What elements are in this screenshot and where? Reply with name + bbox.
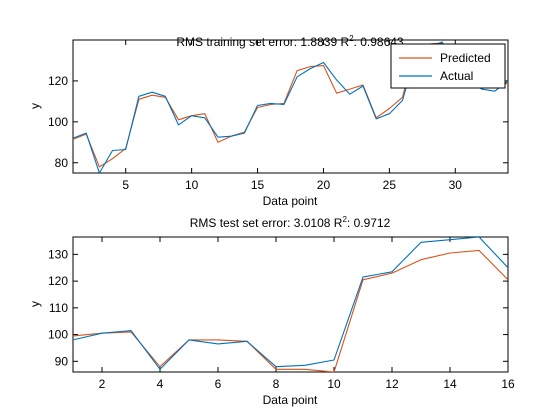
test-x-tick-label: 10: [327, 377, 341, 391]
legend-predicted-label: Predicted: [440, 51, 491, 65]
test-axes-box: [72, 236, 509, 373]
training-x-tick-label: 15: [251, 178, 265, 192]
test-actual-line: [73, 237, 508, 370]
test-x-tick-label: 12: [385, 377, 399, 391]
training-x-tick-label: 10: [185, 178, 199, 192]
test-y-tick-label: 120: [48, 274, 68, 288]
test-x-tick-label: 4: [157, 377, 164, 391]
test-x-tick-label: 2: [99, 377, 106, 391]
training-y-tick-label: 80: [55, 156, 69, 170]
training-title: RMS training set error: 1.8839 R2: 0.986…: [176, 34, 404, 49]
test-title: RMS test set error: 3.0108 R2: 0.9712: [190, 215, 391, 230]
training-panel: 5 10 15 20 25 30 80 100 120 RMS training set err…: [28, 34, 509, 208]
training-x-axis-label: Data point: [263, 194, 318, 208]
training-x-tick-label: 20: [317, 178, 331, 192]
test-y-tick-label: 110: [49, 301, 68, 315]
training-x-tick-label: 5: [122, 178, 129, 192]
test-panel: 2 4 6 8 10 12 14 16 90 100 110 120 130 RMS test set …: [28, 215, 515, 407]
legend-actual-label: Actual: [440, 69, 473, 83]
training-y-axis-label: y: [28, 103, 42, 109]
test-y-axis-label: y: [28, 301, 42, 307]
test-series: [73, 237, 508, 372]
training-y-tick-label: 120: [48, 74, 68, 88]
test-x-tick-label: 16: [501, 377, 515, 391]
test-ticks: 2 4 6 8 10 12 14 16 90 100 110 120 130: [48, 237, 515, 391]
training-x-tick-label: 25: [383, 178, 397, 192]
test-y-tick-label: 90: [55, 354, 69, 368]
test-x-tick-label: 8: [273, 377, 280, 391]
training-ticks: 5 10 15 20 25 30 80 100 120: [48, 40, 508, 192]
test-x-tick-label: 6: [215, 377, 222, 391]
legend: Predicted Actual: [390, 43, 506, 89]
test-y-tick-label: 130: [48, 247, 68, 261]
test-x-axis-label: Data point: [263, 393, 318, 407]
training-y-tick-label: 100: [48, 115, 68, 129]
legend-box: [390, 43, 506, 89]
test-x-tick-label: 14: [443, 377, 457, 391]
test-y-tick-label: 100: [48, 328, 68, 342]
training-x-tick-label: 30: [449, 178, 463, 192]
